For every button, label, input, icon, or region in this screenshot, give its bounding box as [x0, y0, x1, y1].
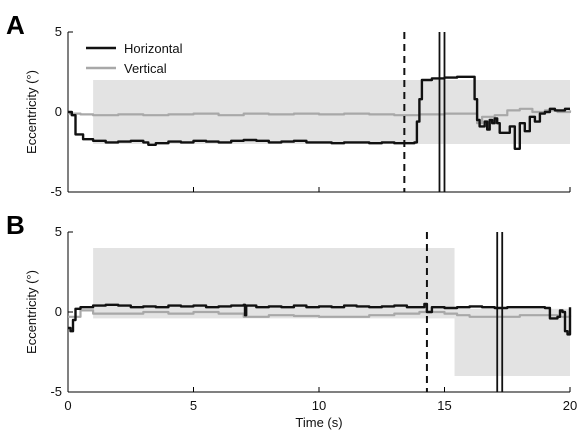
target-region	[449, 80, 570, 144]
target-region	[93, 80, 450, 144]
x-tick-label: 15	[437, 398, 451, 413]
panel-a: -5 0 5 Eccentricity (°) A Horizontal Vertical	[6, 10, 572, 199]
x-axis-label: Time (s)	[295, 415, 342, 430]
series-line-horizontal	[68, 75, 570, 150]
y-axis-label: Eccentricity (°)	[24, 270, 39, 354]
panel-letter: B	[6, 210, 25, 240]
x-tick-label: 5	[190, 398, 197, 413]
y-tick-label: 0	[55, 304, 62, 319]
legend-label-vertical: Vertical	[124, 61, 167, 76]
x-tick-label: 10	[312, 398, 326, 413]
legend-label-horizontal: Horizontal	[124, 41, 183, 56]
y-tick-label: 0	[55, 104, 62, 119]
target-region	[454, 308, 570, 376]
series-line-horizontal	[68, 302, 572, 336]
target-region	[93, 248, 455, 319]
y-tick-label: -5	[50, 184, 62, 199]
panel-letter: A	[6, 10, 25, 40]
x-tick-label: 0	[64, 398, 71, 413]
y-tick-label: -5	[50, 384, 62, 399]
x-tick-label: 20	[563, 398, 577, 413]
series-line-vertical	[68, 107, 572, 125]
y-tick-label: 5	[55, 24, 62, 39]
y-tick-label: 5	[55, 224, 62, 239]
series-line-vertical	[68, 309, 572, 318]
y-axis-label: Eccentricity (°)	[24, 70, 39, 154]
